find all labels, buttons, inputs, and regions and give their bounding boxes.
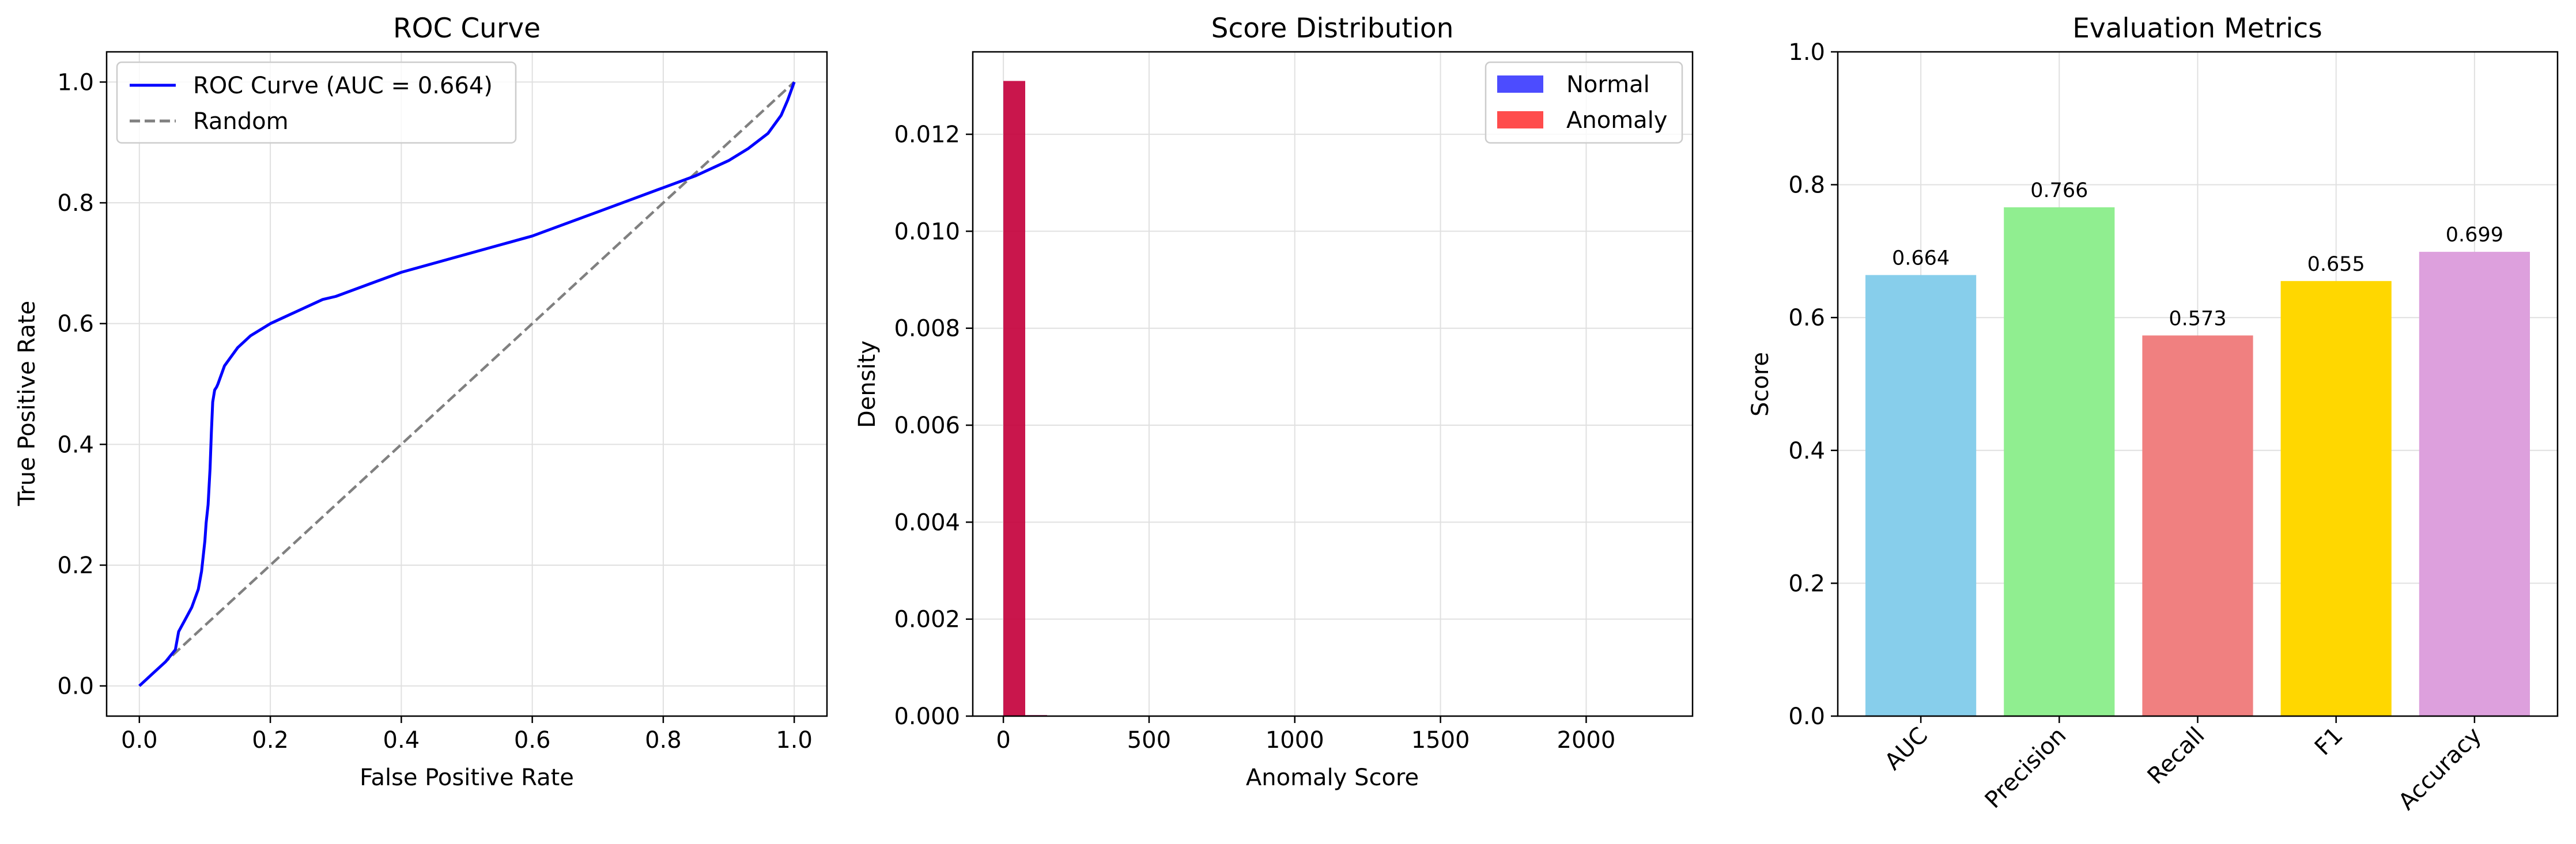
normal-legend-label: Normal [1566, 71, 1650, 98]
metrics-y-tick-label: 0.0 [1788, 703, 1825, 730]
metrics-y-ticks: 0.0 0.2 0.4 0.6 0.8 1.0 [1788, 39, 1838, 730]
metric-value-label: 0.699 [2446, 224, 2503, 247]
metric-bar-f1 [2280, 281, 2392, 716]
metrics-y-tick-label: 0.8 [1788, 172, 1825, 199]
metric-value-label: 0.573 [2169, 307, 2226, 330]
hist-x-tick-label: 1500 [1411, 727, 1470, 754]
anomaly-histogram-bar [1003, 81, 1025, 716]
roc-x-tick-label: 0.4 [383, 727, 420, 754]
metric-bar-auc [1865, 275, 1977, 716]
metrics-value-labels: 0.664 0.766 0.573 0.655 0.699 [1892, 179, 2503, 331]
metric-value-label: 0.655 [2307, 253, 2365, 276]
hist-y-tick-label: 0.010 [894, 218, 960, 245]
roc-y-tick-label: 0.6 [57, 311, 94, 338]
hist-y-tick-label: 0.012 [894, 122, 960, 148]
metric-bar-accuracy [2419, 252, 2530, 717]
random-legend-label: Random [193, 108, 289, 135]
anomaly-legend-label: Anomaly [1566, 107, 1667, 134]
hist-plot-area: 0 500 1000 1500 2000 0.0000.0020.0040.0060.0… [894, 51, 1694, 754]
metric-bar-precision [2004, 207, 2115, 716]
roc-grid [107, 52, 827, 716]
hist-bars [1003, 81, 1179, 716]
random-baseline-line [138, 81, 795, 687]
hist-xlabel: Anomaly Score [1246, 764, 1419, 791]
roc-axes-frame [105, 51, 828, 717]
metric-value-label: 0.664 [1892, 247, 1950, 270]
hist-y-tick-label: 0.006 [894, 412, 960, 439]
metrics-y-tick-label: 1.0 [1788, 39, 1825, 66]
hist-x-tick-label: 2000 [1557, 727, 1616, 754]
score-distribution-panel: Score Distribution Anomaly Score Density… [854, 13, 1694, 791]
roc-y-tick-label: 0.0 [57, 673, 94, 700]
normal-legend-swatch [1497, 75, 1543, 93]
roc-x-tick-label: 0.2 [252, 727, 289, 754]
evaluation-metrics-panel: Evaluation Metrics Score 0.0 0.2 0.4 0.6 0.8… [1747, 13, 2559, 815]
roc-plot-area: 0.0 0.2 0.4 0.6 0.8 1.0 0.0 0.2 0.4 0.6 0.8 1.0 [57, 51, 828, 754]
roc-legend-label: ROC Curve (AUC = 0.664) [193, 73, 493, 99]
roc-x-tick-label: 1.0 [776, 727, 813, 754]
hist-y-tick-label: 0.008 [894, 316, 960, 342]
hist-y-tick-label: 0.000 [894, 703, 960, 730]
metric-bar-recall [2142, 335, 2253, 716]
roc-x-tick-label: 0.8 [645, 727, 682, 754]
hist-x-tick-label: 500 [1127, 727, 1171, 754]
metrics-plot-area: 0.00.20.40.60.81.0 AUC Precision Recall F1 A… [1788, 39, 2559, 815]
roc-title: ROC Curve [393, 13, 541, 44]
hist-title: Score Distribution [1211, 13, 1454, 44]
hist-x-tick-label: 1000 [1266, 727, 1324, 754]
anomaly-legend-swatch [1497, 111, 1543, 128]
roc-xlabel: False Positive Rate [360, 764, 574, 791]
metric-value-label: 0.766 [2030, 179, 2088, 202]
metrics-y-tick-label: 0.4 [1788, 438, 1825, 464]
roc-y-tick-label: 1.0 [57, 69, 94, 96]
roc-panel: ROC Curve False Positive Rate True Posit… [14, 13, 828, 791]
roc-legend: ROC Curve (AUC = 0.664) Random [116, 61, 517, 144]
roc-y-tick-label: 0.2 [57, 552, 94, 579]
roc-curve-line [138, 81, 796, 687]
roc-x-tick-label: 0.0 [121, 727, 158, 754]
metrics-bars [1865, 207, 2530, 717]
roc-y-tick-label: 0.4 [57, 432, 94, 458]
metrics-ylabel: Score [1747, 352, 1774, 417]
roc-y-ticks: 0.0 0.2 0.4 0.6 0.8 1.0 [57, 69, 107, 700]
roc-x-ticks: 0.0 0.2 0.4 0.6 0.8 1.0 [121, 716, 813, 754]
roc-y-tick-label: 0.8 [57, 190, 94, 217]
hist-y-tick-label: 0.004 [894, 509, 960, 536]
hist-x-ticks: 0 500 1000 1500 2000 [996, 716, 1615, 754]
roc-legend-box [116, 61, 517, 144]
hist-y-tick-label: 0.002 [894, 607, 960, 633]
metrics-y-tick-label: 0.6 [1788, 305, 1825, 331]
roc-x-tick-label: 0.6 [514, 727, 551, 754]
roc-ylabel: True Positive Rate [14, 301, 40, 506]
metrics-title: Evaluation Metrics [2072, 13, 2322, 44]
metrics-y-tick-label: 0.2 [1788, 570, 1825, 597]
hist-axes-frame [972, 51, 1694, 717]
roc-series [138, 81, 796, 687]
hist-y-ticks: 0.000 0.002 0.004 0.006 0.008 0.010 0.012 [894, 122, 973, 730]
hist-ylabel: Density [854, 340, 881, 428]
hist-x-tick-label: 0 [996, 727, 1010, 754]
hist-legend: Normal Anomaly [1485, 61, 1683, 144]
